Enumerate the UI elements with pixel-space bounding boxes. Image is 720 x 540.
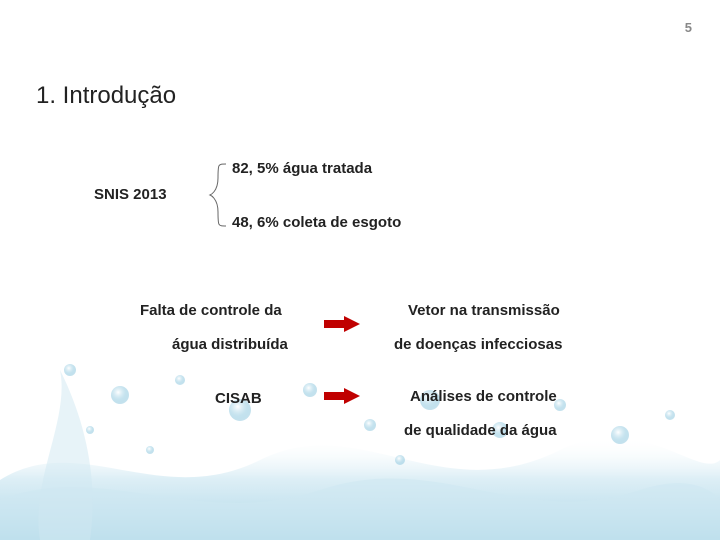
stat-water-treated: 82, 5% água tratada (232, 160, 372, 177)
row1-left-line1: Falta de controle da (140, 302, 282, 319)
bracket-icon (208, 158, 226, 232)
row2-left-line1: CISAB (215, 390, 262, 407)
page-number: 5 (685, 20, 692, 35)
arrow-icon (324, 316, 360, 337)
row1-left-line2: água distribuída (172, 336, 288, 353)
row2-right-line2: de qualidade da água (404, 422, 557, 439)
snis-label: SNIS 2013 (94, 186, 167, 203)
stat-sewage-collection: 48, 6% coleta de esgoto (232, 214, 401, 231)
row1-right-line2: de doenças infecciosas (394, 336, 562, 353)
row1-right-line1: Vetor na transmissão (408, 302, 560, 319)
content-layer: 5 1. Introdução SNIS 2013 82, 5% água tr… (0, 0, 720, 540)
slide-title: 1. Introdução (36, 82, 176, 110)
row2-right-line1: Análises de controle (410, 388, 557, 405)
arrow-icon (324, 388, 360, 409)
slide: 5 1. Introdução SNIS 2013 82, 5% água tr… (0, 0, 720, 540)
